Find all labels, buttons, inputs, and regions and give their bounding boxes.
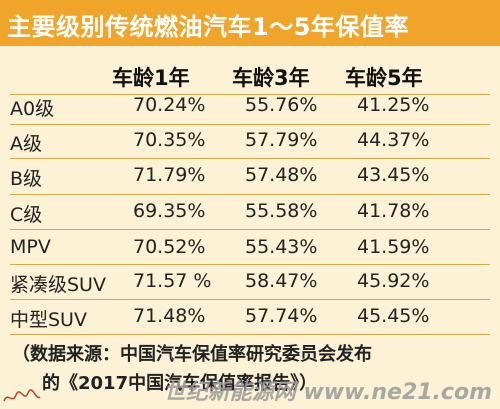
- row-label: B级: [10, 168, 43, 190]
- row-label: C级: [10, 204, 43, 226]
- title-bar: 主要级别传统燃油汽车1～5年保值率: [0, 0, 500, 46]
- row-divider: [10, 194, 490, 195]
- table-row: B级 71.79% 57.48% 43.45%: [10, 162, 490, 190]
- table-row: 紧凑级SUV 71.57 % 58.47% 45.92%: [10, 268, 490, 296]
- value-3yr: 55.76%: [245, 94, 318, 116]
- value-3yr: 55.58%: [245, 200, 318, 222]
- row-label: 紧凑级SUV: [10, 274, 106, 296]
- value-5yr: 41.25%: [357, 94, 430, 116]
- row-divider: [10, 124, 490, 125]
- signature-icon: [3, 389, 41, 402]
- value-1yr: 71.57 %: [133, 270, 212, 292]
- value-3yr: 57.74%: [245, 305, 318, 327]
- value-5yr: 43.45%: [357, 164, 430, 186]
- value-5yr: 45.92%: [357, 270, 430, 292]
- source-line-1: （数据来源：中国汽车保值率研究委员会发布: [12, 344, 372, 365]
- value-1yr: 71.79%: [133, 164, 206, 186]
- value-3yr: 58.47%: [245, 270, 318, 292]
- value-5yr: 41.78%: [357, 200, 430, 222]
- value-5yr: 41.59%: [357, 236, 430, 258]
- value-1yr: 71.48%: [133, 305, 206, 327]
- value-3yr: 57.79%: [245, 129, 318, 151]
- value-1yr: 69.35%: [133, 200, 206, 222]
- column-header-1yr: 车龄1年: [112, 66, 190, 90]
- row-label: MPV: [10, 236, 51, 258]
- row-divider: [10, 264, 490, 265]
- column-header-5yr: 车龄5年: [345, 66, 423, 90]
- value-1yr: 70.35%: [133, 129, 206, 151]
- table-row: A0级 70.24% 55.76% 41.25%: [10, 92, 490, 120]
- table-row: 中型SUV 71.48% 57.74% 45.45%: [10, 303, 490, 331]
- value-3yr: 57.48%: [245, 164, 318, 186]
- row-divider: [10, 94, 490, 95]
- row-divider: [10, 158, 490, 159]
- table-row: A级 70.35% 57.79% 44.37%: [10, 127, 490, 155]
- value-5yr: 45.45%: [357, 305, 430, 327]
- watermark: 世纪新能源网 www.ne21.com: [163, 380, 492, 405]
- value-5yr: 44.37%: [357, 129, 430, 151]
- column-header-3yr: 车龄3年: [232, 66, 310, 90]
- table-row: C级 69.35% 55.58% 41.78%: [10, 198, 490, 226]
- value-3yr: 55.43%: [245, 236, 318, 258]
- row-label: A0级: [10, 98, 55, 120]
- row-divider: [10, 334, 490, 335]
- row-label: 中型SUV: [10, 309, 87, 331]
- source-line-2: 的《2017中国汽车保值率报告》）: [42, 373, 318, 394]
- row-divider: [10, 229, 490, 230]
- value-1yr: 70.52%: [133, 236, 206, 258]
- value-1yr: 70.24%: [133, 94, 206, 116]
- table-title: 主要级别传统燃油汽车1～5年保值率: [7, 13, 409, 41]
- row-label: A级: [10, 133, 42, 155]
- table-row: MPV 70.52% 55.43% 41.59%: [10, 234, 490, 262]
- source-note: （数据来源：中国汽车保值率研究委员会发布 的《2017中国汽车保值率报告》）: [12, 340, 494, 398]
- row-divider: [10, 299, 490, 300]
